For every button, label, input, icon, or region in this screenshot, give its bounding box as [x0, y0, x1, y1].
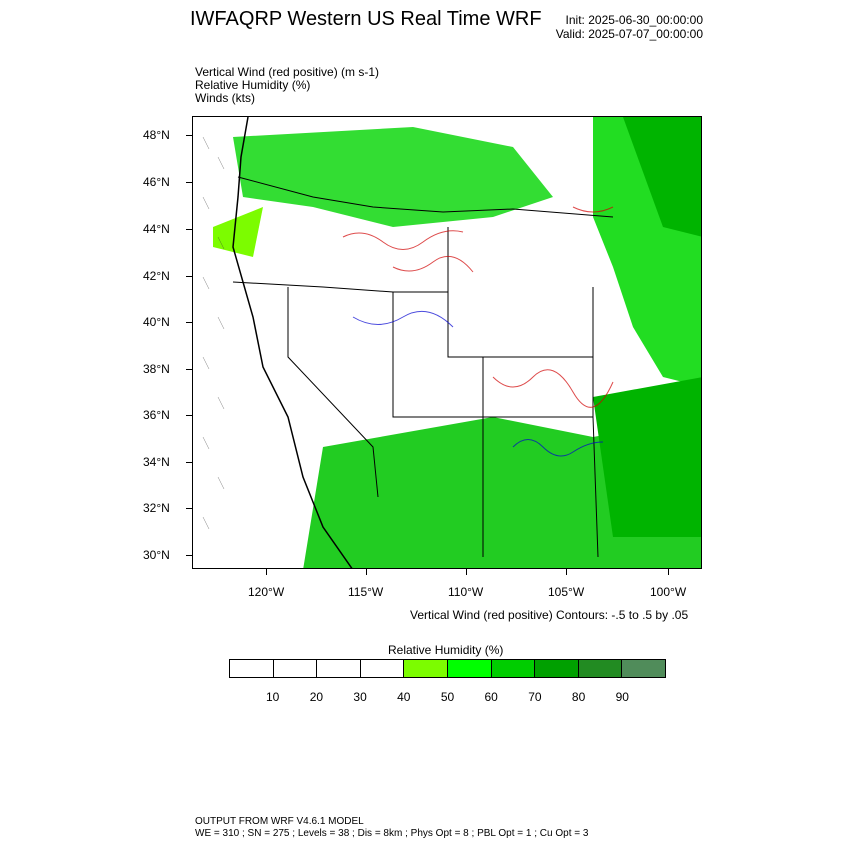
chart-title: IWFAQRP Western US Real Time WRF — [190, 8, 542, 30]
lat-tick — [186, 415, 192, 416]
contour-note: Vertical Wind (red positive) Contours: -… — [410, 608, 689, 622]
lat-label: 38°N — [143, 362, 170, 376]
wind-barbs — [202, 136, 225, 530]
init-time: Init: 2025-06-30_00:00:00 — [565, 13, 703, 27]
colorbar-label: 40 — [397, 690, 411, 704]
lon-tick — [466, 569, 467, 575]
colorbar-box — [360, 660, 405, 677]
colorbar-box — [491, 660, 536, 677]
lon-tick — [266, 569, 267, 575]
rh-field-southeast — [593, 377, 701, 537]
field-relative-humidity: Relative Humidity (%) — [195, 78, 311, 92]
colorbar-box — [535, 660, 579, 677]
lat-tick — [186, 508, 192, 509]
lon-label: 100°W — [650, 585, 687, 599]
lat-tick — [186, 135, 192, 136]
rh-field-east-high — [623, 117, 701, 237]
rh-field-north — [233, 127, 553, 227]
lat-tick — [186, 462, 192, 463]
colorbar-label: 60 — [484, 690, 498, 704]
lon-tick — [668, 569, 669, 575]
lon-label: 120°W — [248, 585, 285, 599]
colorbar-label: 80 — [571, 690, 586, 704]
colorbar-label: 30 — [353, 690, 367, 704]
colorbar-box — [578, 660, 623, 677]
lat-tick — [186, 182, 192, 183]
footer-model: OUTPUT FROM WRF V4.6.1 MODEL — [195, 816, 364, 827]
lat-label: 40°N — [143, 315, 170, 329]
lat-label: 34°N — [143, 455, 170, 469]
rh-field-west — [213, 207, 263, 257]
colorbar-title: Relative Humidity (%) — [388, 643, 504, 657]
field-vertical-wind: Vertical Wind (red positive) (m s-1) — [195, 65, 380, 79]
field-winds: Winds (kts) — [195, 91, 255, 105]
lat-label: 36°N — [143, 408, 170, 422]
vertical-wind-contours — [342, 206, 614, 457]
lon-label: 110°W — [448, 585, 484, 599]
colorbar-label: 50 — [440, 690, 455, 704]
lon-label: 105°W — [548, 585, 585, 599]
map-svg — [193, 117, 701, 568]
map-panel — [192, 116, 702, 569]
colorbar-box — [317, 660, 361, 677]
lat-tick — [186, 555, 192, 556]
lat-label: 42°N — [143, 269, 170, 283]
coastline — [232, 117, 353, 568]
lat-tick — [186, 229, 192, 230]
colorbar-label: 10 — [266, 690, 280, 704]
colorbar-label: 70 — [528, 690, 542, 704]
lon-tick — [366, 569, 367, 575]
lat-label: 30°N — [143, 548, 170, 562]
state-borders — [232, 176, 614, 558]
lat-label: 48°N — [143, 128, 170, 142]
colorbar-label: 20 — [309, 690, 324, 704]
colorbar — [229, 659, 666, 678]
colorbar-box — [404, 660, 448, 677]
lat-tick — [186, 369, 192, 370]
lon-tick — [566, 569, 567, 575]
lat-label: 46°N — [143, 175, 170, 189]
lat-label: 32°N — [143, 501, 170, 515]
rh-field-coast — [193, 217, 273, 568]
colorbar-box — [622, 660, 665, 677]
colorbar-box — [447, 660, 492, 677]
lat-tick — [186, 322, 192, 323]
footer-config: WE = 310 ; SN = 275 ; Levels = 38 ; Dis … — [195, 828, 589, 839]
lat-tick — [186, 276, 192, 277]
colorbar-label: 90 — [615, 690, 629, 704]
colorbar-box — [273, 660, 318, 677]
valid-time: Valid: 2025-07-07_00:00:00 — [555, 27, 703, 41]
lat-label: 44°N — [143, 222, 170, 236]
colorbar-box — [230, 660, 274, 677]
lon-label: 115°W — [348, 585, 384, 599]
